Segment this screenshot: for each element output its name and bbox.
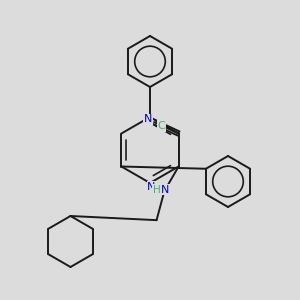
Text: C: C xyxy=(158,121,165,131)
Text: N: N xyxy=(147,182,156,192)
Text: N: N xyxy=(144,114,152,124)
Text: H: H xyxy=(153,185,160,195)
Text: N: N xyxy=(161,185,169,195)
